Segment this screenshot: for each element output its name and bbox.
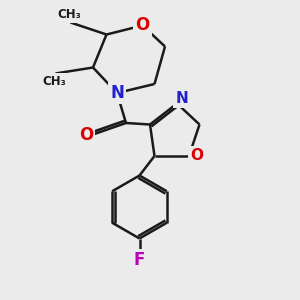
Text: O: O [79, 126, 93, 144]
Text: N: N [110, 84, 124, 102]
Text: CH₃: CH₃ [57, 8, 81, 21]
Text: O: O [190, 148, 203, 164]
Text: O: O [135, 16, 150, 34]
Text: N: N [175, 91, 188, 106]
Text: F: F [134, 251, 145, 269]
Text: CH₃: CH₃ [42, 75, 66, 88]
